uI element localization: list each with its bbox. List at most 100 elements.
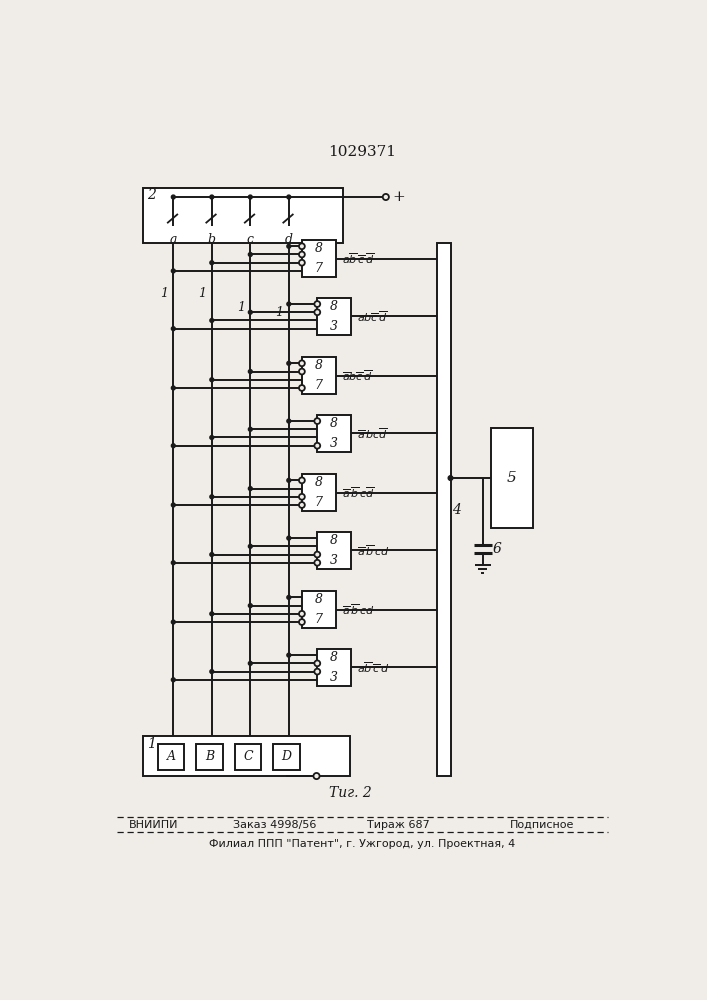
Circle shape	[210, 436, 214, 439]
Text: 4: 4	[452, 503, 461, 517]
Bar	[302, 591, 336, 628]
Circle shape	[248, 310, 252, 314]
Circle shape	[299, 477, 305, 483]
Circle shape	[315, 560, 320, 566]
Circle shape	[171, 620, 175, 624]
Circle shape	[299, 243, 305, 249]
Circle shape	[315, 443, 320, 449]
Text: B: B	[205, 750, 214, 763]
Bar	[317, 532, 351, 569]
Text: c: c	[247, 233, 254, 246]
Text: 5: 5	[507, 471, 517, 485]
Circle shape	[299, 611, 305, 617]
Text: 3: 3	[330, 437, 338, 450]
Bar	[491, 428, 533, 528]
Circle shape	[382, 194, 389, 200]
Text: A: A	[166, 750, 175, 763]
Text: D: D	[281, 750, 291, 763]
Circle shape	[299, 494, 305, 500]
Text: $\overline{a}\,\overline{b}\,cd$: $\overline{a}\,\overline{b}\,cd$	[357, 543, 390, 558]
Bar	[143, 736, 351, 776]
Circle shape	[210, 495, 214, 499]
Text: d: d	[285, 233, 293, 246]
Text: 8: 8	[315, 593, 323, 606]
Circle shape	[248, 195, 252, 199]
Circle shape	[248, 370, 252, 373]
Text: 1: 1	[147, 737, 156, 751]
Text: Филиал ППП "Патент", г. Ужгород, ул. Проектная, 4: Филиал ППП "Патент", г. Ужгород, ул. Про…	[209, 839, 515, 849]
Circle shape	[287, 478, 291, 482]
Circle shape	[299, 619, 305, 625]
Text: 7: 7	[315, 613, 323, 626]
Circle shape	[299, 252, 305, 257]
Circle shape	[287, 195, 291, 199]
Circle shape	[171, 444, 175, 448]
Text: 2: 2	[147, 188, 156, 202]
Text: 7: 7	[315, 496, 323, 509]
Text: 8: 8	[315, 359, 323, 372]
Text: ВНИИПИ: ВНИИПИ	[129, 820, 178, 830]
Circle shape	[315, 418, 320, 424]
Circle shape	[315, 301, 320, 307]
Text: $ab\overline{c}\,\overline{d}$: $ab\overline{c}\,\overline{d}$	[357, 309, 388, 324]
Text: Τиг. 2: Τиг. 2	[329, 786, 372, 800]
Text: 8: 8	[330, 300, 338, 313]
Bar	[158, 744, 184, 770]
Circle shape	[210, 670, 214, 674]
Bar	[235, 744, 261, 770]
Bar	[274, 744, 300, 770]
Text: 8: 8	[330, 417, 338, 430]
Text: 1: 1	[199, 287, 206, 300]
Text: $\overline{a}\,bc\overline{d}$: $\overline{a}\,bc\overline{d}$	[357, 426, 388, 441]
Bar	[302, 474, 336, 511]
Bar	[143, 188, 343, 243]
Bar	[317, 298, 351, 335]
Text: $a\overline{b}\,\overline{c}\,\overline{d}$: $a\overline{b}\,\overline{c}\,\overline{…	[342, 251, 375, 266]
Text: b: b	[208, 233, 216, 246]
Circle shape	[299, 385, 305, 391]
Text: 1029371: 1029371	[328, 145, 396, 159]
Text: 7: 7	[315, 262, 323, 275]
Circle shape	[299, 260, 305, 266]
Text: 1: 1	[237, 301, 245, 314]
Circle shape	[210, 612, 214, 616]
Circle shape	[248, 427, 252, 431]
Circle shape	[315, 660, 320, 666]
Text: 7: 7	[315, 379, 323, 392]
Circle shape	[210, 553, 214, 556]
Circle shape	[287, 536, 291, 540]
Text: +: +	[393, 190, 406, 204]
Circle shape	[299, 369, 305, 374]
Text: 6: 6	[492, 542, 501, 556]
Bar	[197, 744, 223, 770]
Bar	[302, 240, 336, 277]
Circle shape	[287, 653, 291, 657]
Circle shape	[287, 302, 291, 306]
Text: 8: 8	[330, 651, 338, 664]
Circle shape	[171, 386, 175, 390]
Circle shape	[248, 604, 252, 608]
Text: Заказ 4998/56: Заказ 4998/56	[233, 820, 317, 830]
Bar	[317, 415, 351, 452]
Circle shape	[287, 595, 291, 599]
Circle shape	[171, 561, 175, 565]
Circle shape	[287, 244, 291, 248]
Circle shape	[313, 773, 320, 779]
Text: 1: 1	[276, 306, 284, 319]
Circle shape	[210, 261, 214, 265]
Circle shape	[171, 269, 175, 273]
Text: 8: 8	[315, 242, 323, 255]
Circle shape	[287, 419, 291, 423]
Text: 3: 3	[330, 320, 338, 333]
Circle shape	[210, 378, 214, 382]
Circle shape	[248, 487, 252, 490]
Circle shape	[248, 661, 252, 665]
Circle shape	[315, 309, 320, 315]
Circle shape	[248, 544, 252, 548]
Text: 3: 3	[330, 671, 338, 684]
Text: $a\overline{b}\,\overline{c}\,d$: $a\overline{b}\,\overline{c}\,d$	[357, 660, 390, 675]
Text: C: C	[243, 750, 253, 763]
Circle shape	[299, 360, 305, 366]
Bar	[317, 649, 351, 686]
Text: 8: 8	[330, 534, 338, 547]
